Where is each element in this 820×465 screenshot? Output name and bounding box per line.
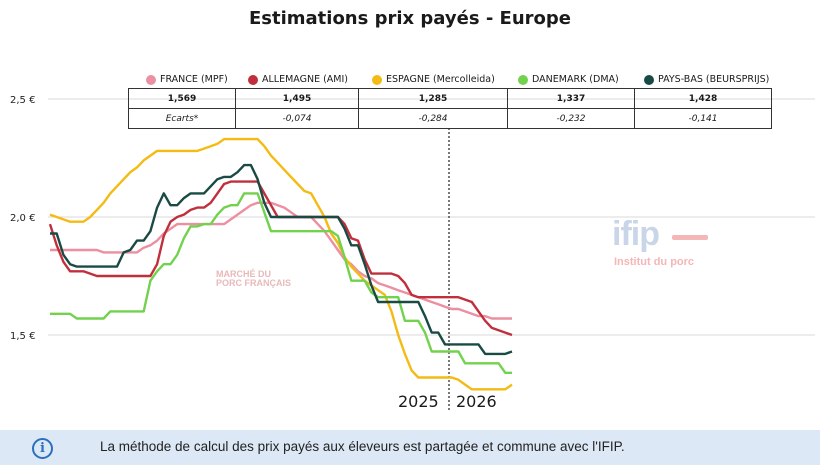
legend-label: ESPAGNE (Mercolleida)	[386, 74, 495, 85]
ecart-danemark: -0,232	[507, 108, 635, 129]
legend-item-pays-bas: PAYS-BAS (BEURSPRIJS)	[644, 74, 769, 85]
series-line-2	[49, 137, 513, 391]
series-lines	[48, 137, 513, 391]
mpf-logo-line2: PORC FRANÇAIS	[216, 278, 292, 288]
y-tick-label: 2,5 €	[10, 95, 35, 106]
legend-item-allemagne: ALLEMAGNE (AMI)	[248, 74, 348, 85]
values-row: 1,569 1,495 1,285 1,337 1,428	[128, 88, 772, 109]
line-chart: 2,5 € 2,0 € 1,5 €	[10, 95, 815, 412]
legend-item-france: FRANCE (MPF)	[146, 74, 228, 85]
legend-marker	[518, 74, 528, 85]
value-espagne: 1,285	[358, 88, 508, 109]
ecarts-label: Ecarts*	[128, 108, 236, 129]
mpf-logo: MARCHÉ DU PORC FRANÇAIS	[216, 270, 291, 288]
legend-item-danemark: DANEMARK (DMA)	[518, 74, 619, 85]
ecart-allemagne: -0,074	[235, 108, 359, 129]
legend-label: DANEMARK (DMA)	[532, 74, 619, 85]
value-france: 1,569	[128, 88, 236, 109]
legend-item-espagne: ESPAGNE (Mercolleida)	[372, 74, 495, 85]
mpf-logo-line1: MARCHÉ DU	[216, 269, 271, 279]
series-line-4	[50, 163, 513, 356]
ifip-logo-subtitle: Institut du porc	[614, 256, 695, 268]
chart-title: Estimations prix payés - Europe	[248, 8, 571, 29]
grid-lines	[48, 98, 815, 336]
info-bar: i La méthode de calcul des prix payés au…	[0, 430, 820, 465]
legend-marker	[248, 74, 258, 85]
legend-marker	[372, 74, 382, 85]
y-tick-label: 1,5 €	[10, 331, 35, 342]
y-axis-labels: 2,5 € 2,0 € 1,5 €	[10, 95, 35, 342]
ifip-logo-bar	[672, 235, 708, 240]
value-danemark: 1,337	[507, 88, 635, 109]
year-2025: 2025	[398, 392, 439, 411]
values-table: 1,569 1,495 1,285 1,337 1,428 Ecarts* -0…	[128, 88, 772, 129]
series-line-3	[50, 192, 512, 374]
legend-marker	[644, 74, 654, 85]
info-text: La méthode de calcul des prix payés aux …	[100, 439, 625, 454]
info-icon: i	[32, 438, 53, 459]
value-allemagne: 1,495	[235, 88, 359, 109]
ifip-logo-text: ifip	[612, 215, 660, 253]
ecarts-row: Ecarts* -0,074 -0,284 -0,232 -0,141	[128, 108, 772, 129]
legend-label: FRANCE (MPF)	[160, 74, 228, 85]
legend-label: PAYS-BAS (BEURSPRIJS)	[658, 74, 770, 85]
y-tick-label: 2,0 €	[10, 213, 35, 224]
ecart-espagne: -0,284	[358, 108, 508, 129]
legend-label: ALLEMAGNE (AMI)	[262, 74, 349, 85]
year-2026: 2026	[456, 392, 497, 411]
ecart-pays-bas: -0,141	[634, 108, 772, 129]
value-pays-bas: 1,428	[634, 88, 772, 109]
legend-marker	[146, 74, 156, 85]
